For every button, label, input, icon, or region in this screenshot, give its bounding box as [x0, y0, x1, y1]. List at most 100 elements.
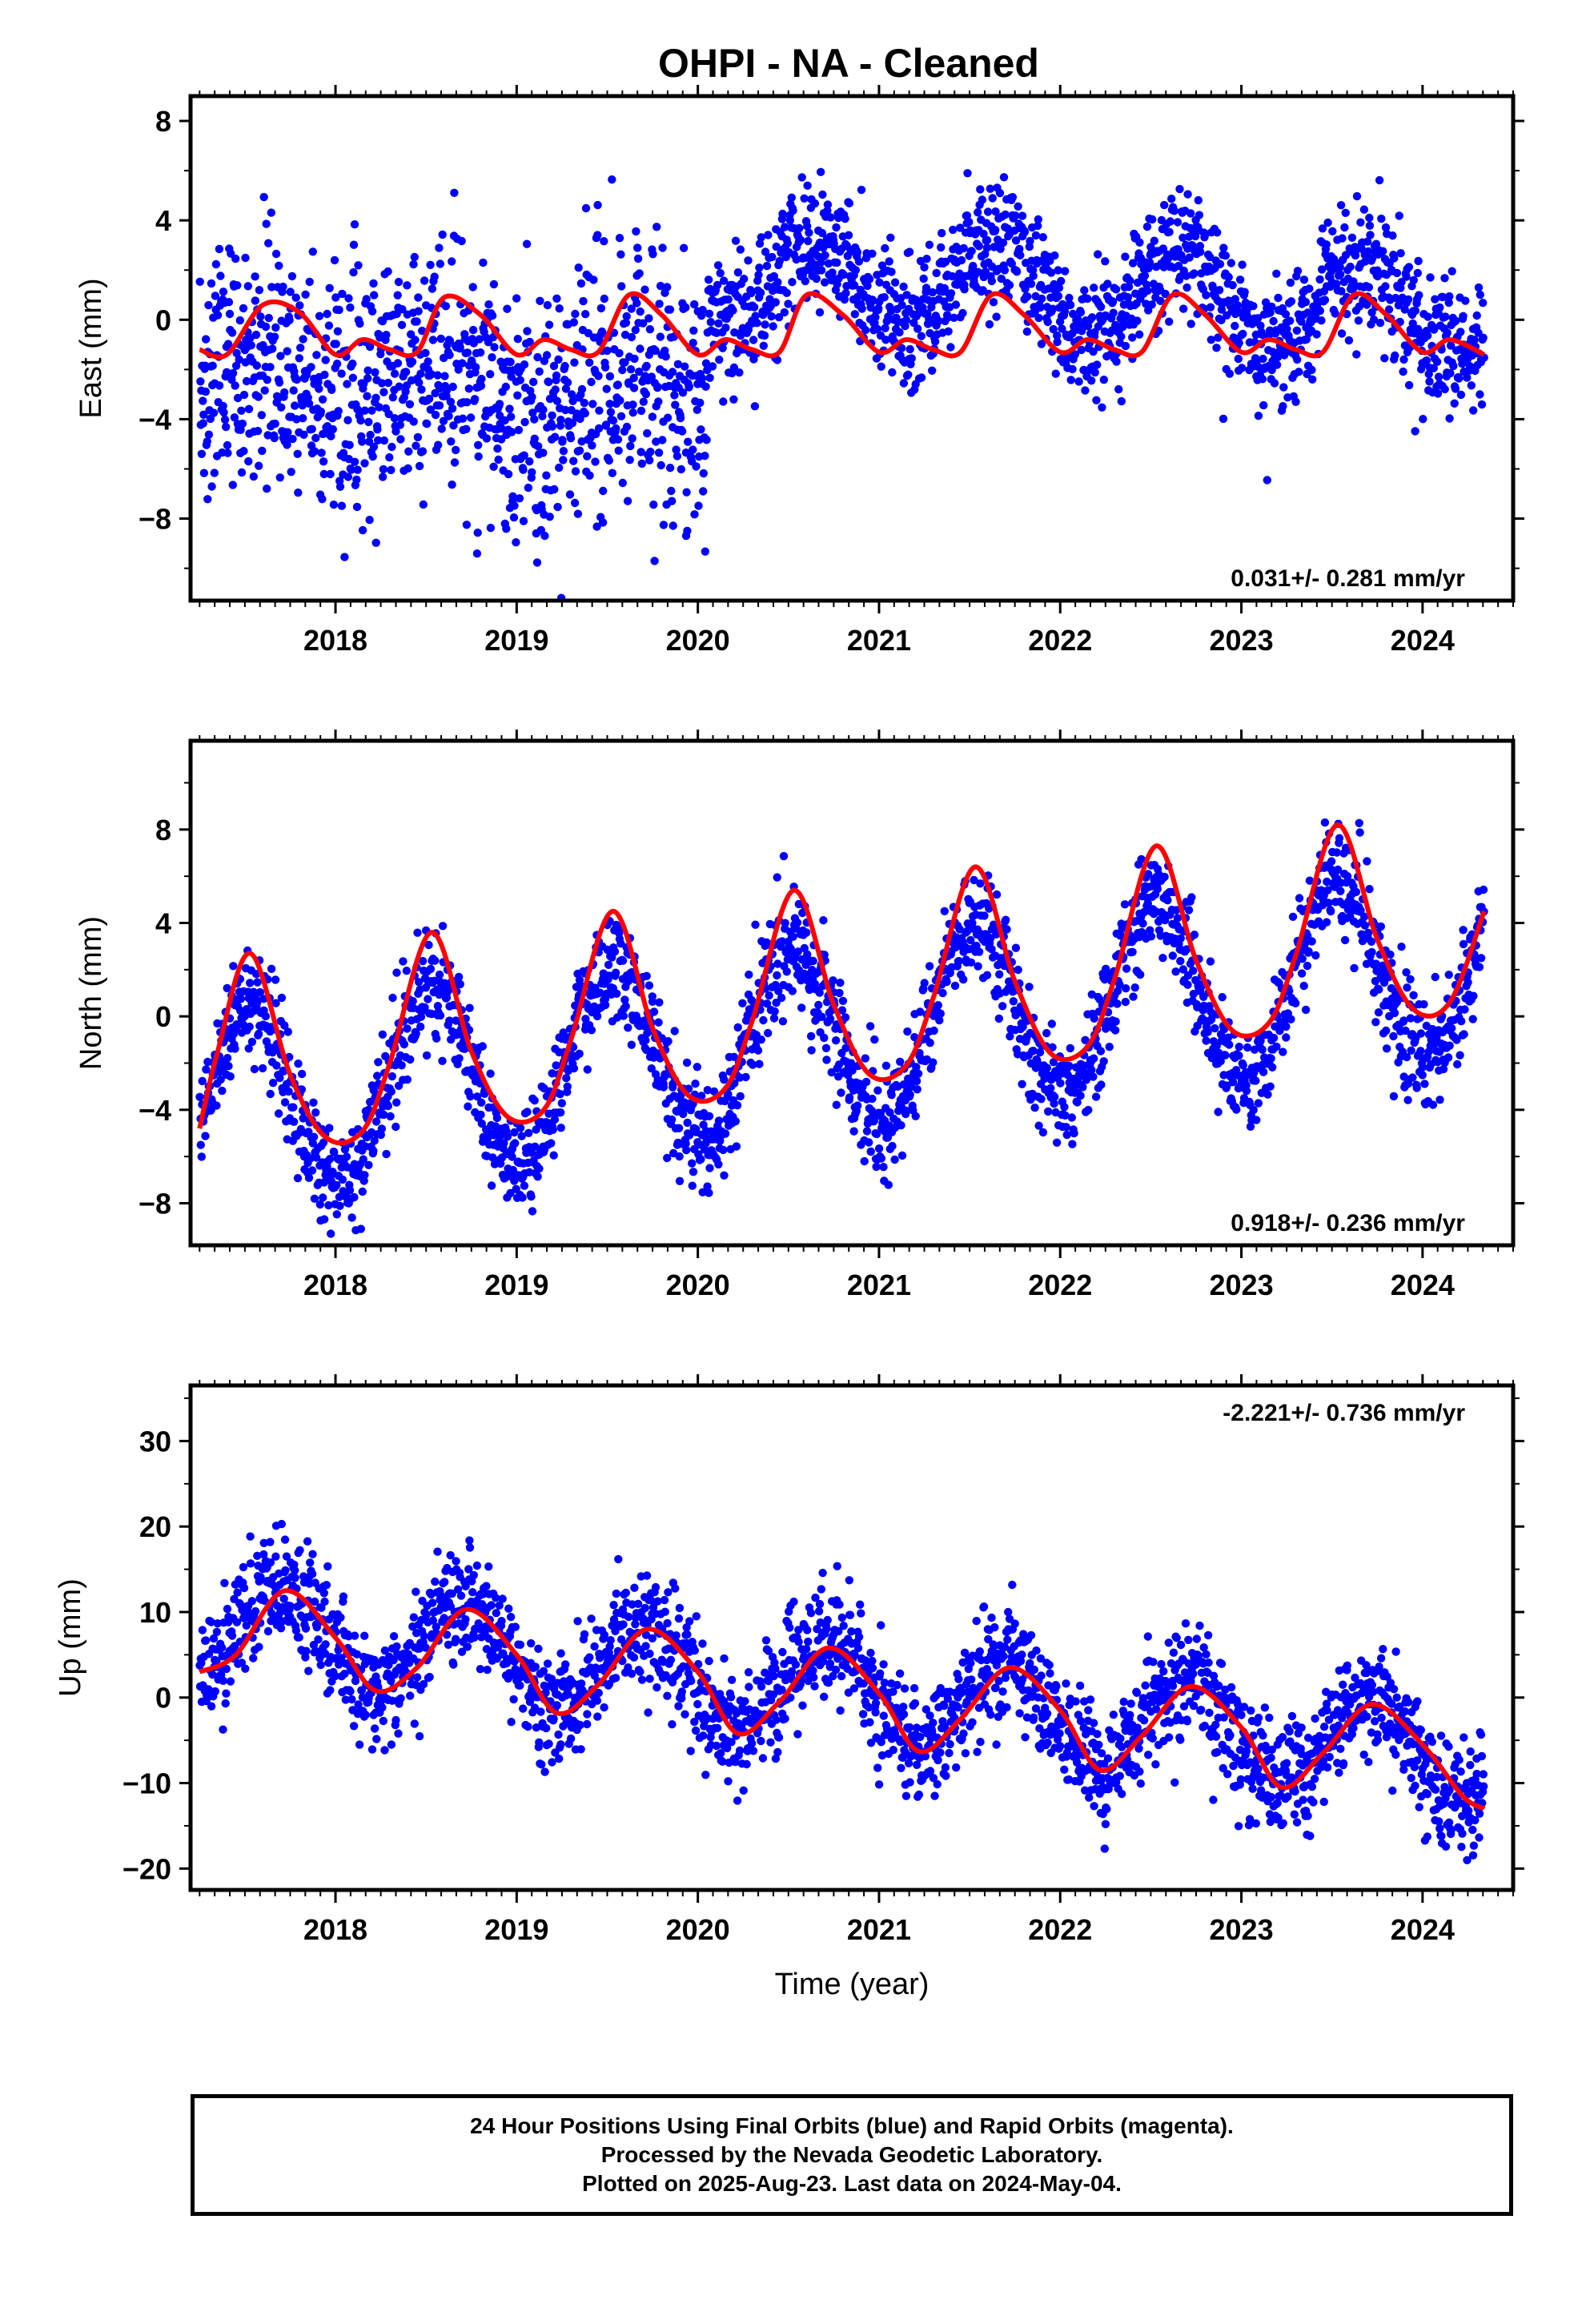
data-point	[231, 254, 240, 263]
data-point	[632, 227, 640, 236]
data-point	[850, 310, 860, 319]
data-point	[332, 1180, 341, 1190]
data-point	[291, 293, 300, 302]
data-point	[512, 538, 520, 547]
data-point	[1047, 1019, 1057, 1028]
data-point	[446, 397, 456, 406]
data-point	[1187, 893, 1196, 902]
data-point	[517, 1132, 526, 1140]
data-point	[724, 1090, 733, 1099]
data-point	[1130, 983, 1139, 992]
data-point	[1376, 922, 1386, 931]
data-point	[520, 417, 529, 427]
data-point	[1143, 870, 1153, 879]
data-point	[410, 252, 419, 262]
data-point	[257, 411, 266, 420]
data-point	[555, 304, 564, 313]
data-point	[905, 1090, 914, 1100]
data-point	[1021, 284, 1030, 293]
data-point	[502, 525, 511, 533]
data-point	[331, 293, 340, 302]
data-point	[1156, 296, 1165, 305]
data-point	[1249, 1105, 1258, 1115]
data-point	[844, 231, 853, 239]
data-point	[997, 274, 1006, 283]
data-point	[559, 456, 568, 464]
data-point	[641, 390, 651, 399]
data-point	[756, 288, 765, 297]
data-point	[683, 526, 692, 536]
data-point	[872, 1162, 881, 1172]
data-point	[785, 216, 795, 225]
data-point	[551, 385, 560, 394]
data-point	[635, 269, 644, 278]
data-point	[1315, 275, 1324, 284]
data-point	[1153, 885, 1162, 894]
data-point	[585, 471, 594, 480]
data-point	[252, 361, 261, 370]
data-point	[715, 356, 724, 364]
data-point	[522, 239, 532, 248]
data-point	[230, 413, 239, 422]
data-point	[1282, 1033, 1291, 1042]
data-point	[800, 194, 809, 203]
data-point	[1423, 312, 1432, 321]
data-point	[788, 987, 797, 995]
data-point	[602, 384, 611, 393]
data-point	[1146, 243, 1155, 251]
data-point	[1254, 1099, 1263, 1108]
data-point	[225, 309, 235, 319]
data-point	[1338, 234, 1347, 243]
data-point	[703, 1086, 712, 1095]
data-point	[345, 1186, 355, 1195]
data-point	[781, 919, 789, 927]
data-point	[1090, 1054, 1098, 1063]
data-point	[620, 995, 629, 1004]
data-point	[877, 1154, 886, 1163]
data-point	[197, 449, 207, 458]
data-point	[391, 1122, 400, 1132]
data-point	[388, 611, 396, 619]
data-point	[379, 436, 389, 445]
data-point	[777, 937, 787, 946]
data-point	[874, 304, 883, 313]
data-point	[1293, 355, 1302, 364]
data-point	[1065, 293, 1074, 303]
data-point	[1425, 377, 1434, 386]
data-point	[1474, 283, 1484, 292]
data-point	[697, 374, 707, 383]
data-point	[1206, 303, 1215, 312]
data-point	[477, 1098, 486, 1108]
data-point	[458, 359, 467, 368]
data-point	[1050, 1099, 1058, 1108]
data-point	[554, 355, 563, 364]
data-point	[283, 440, 291, 449]
data-point	[558, 436, 567, 444]
data-point	[985, 320, 994, 329]
data-point	[462, 424, 471, 433]
data-point	[523, 1108, 532, 1116]
data-point	[594, 424, 604, 433]
data-point	[604, 456, 613, 465]
data-point	[1440, 384, 1449, 394]
data-point	[800, 969, 809, 979]
data-point	[942, 977, 951, 987]
data-point	[318, 495, 327, 504]
data-point	[992, 312, 1001, 321]
data-point	[363, 392, 371, 400]
data-point	[218, 1086, 227, 1096]
data-point	[929, 1058, 938, 1067]
data-point	[751, 312, 760, 320]
data-point	[853, 1101, 862, 1110]
data-point	[1297, 317, 1306, 326]
data-point	[880, 293, 889, 302]
data-point	[988, 194, 997, 203]
data-point	[1292, 326, 1302, 335]
data-point	[430, 976, 439, 986]
data-point	[1337, 329, 1347, 338]
data-point	[1355, 828, 1364, 837]
data-point	[1183, 980, 1192, 989]
data-point	[430, 272, 439, 281]
data-point	[527, 1148, 536, 1157]
